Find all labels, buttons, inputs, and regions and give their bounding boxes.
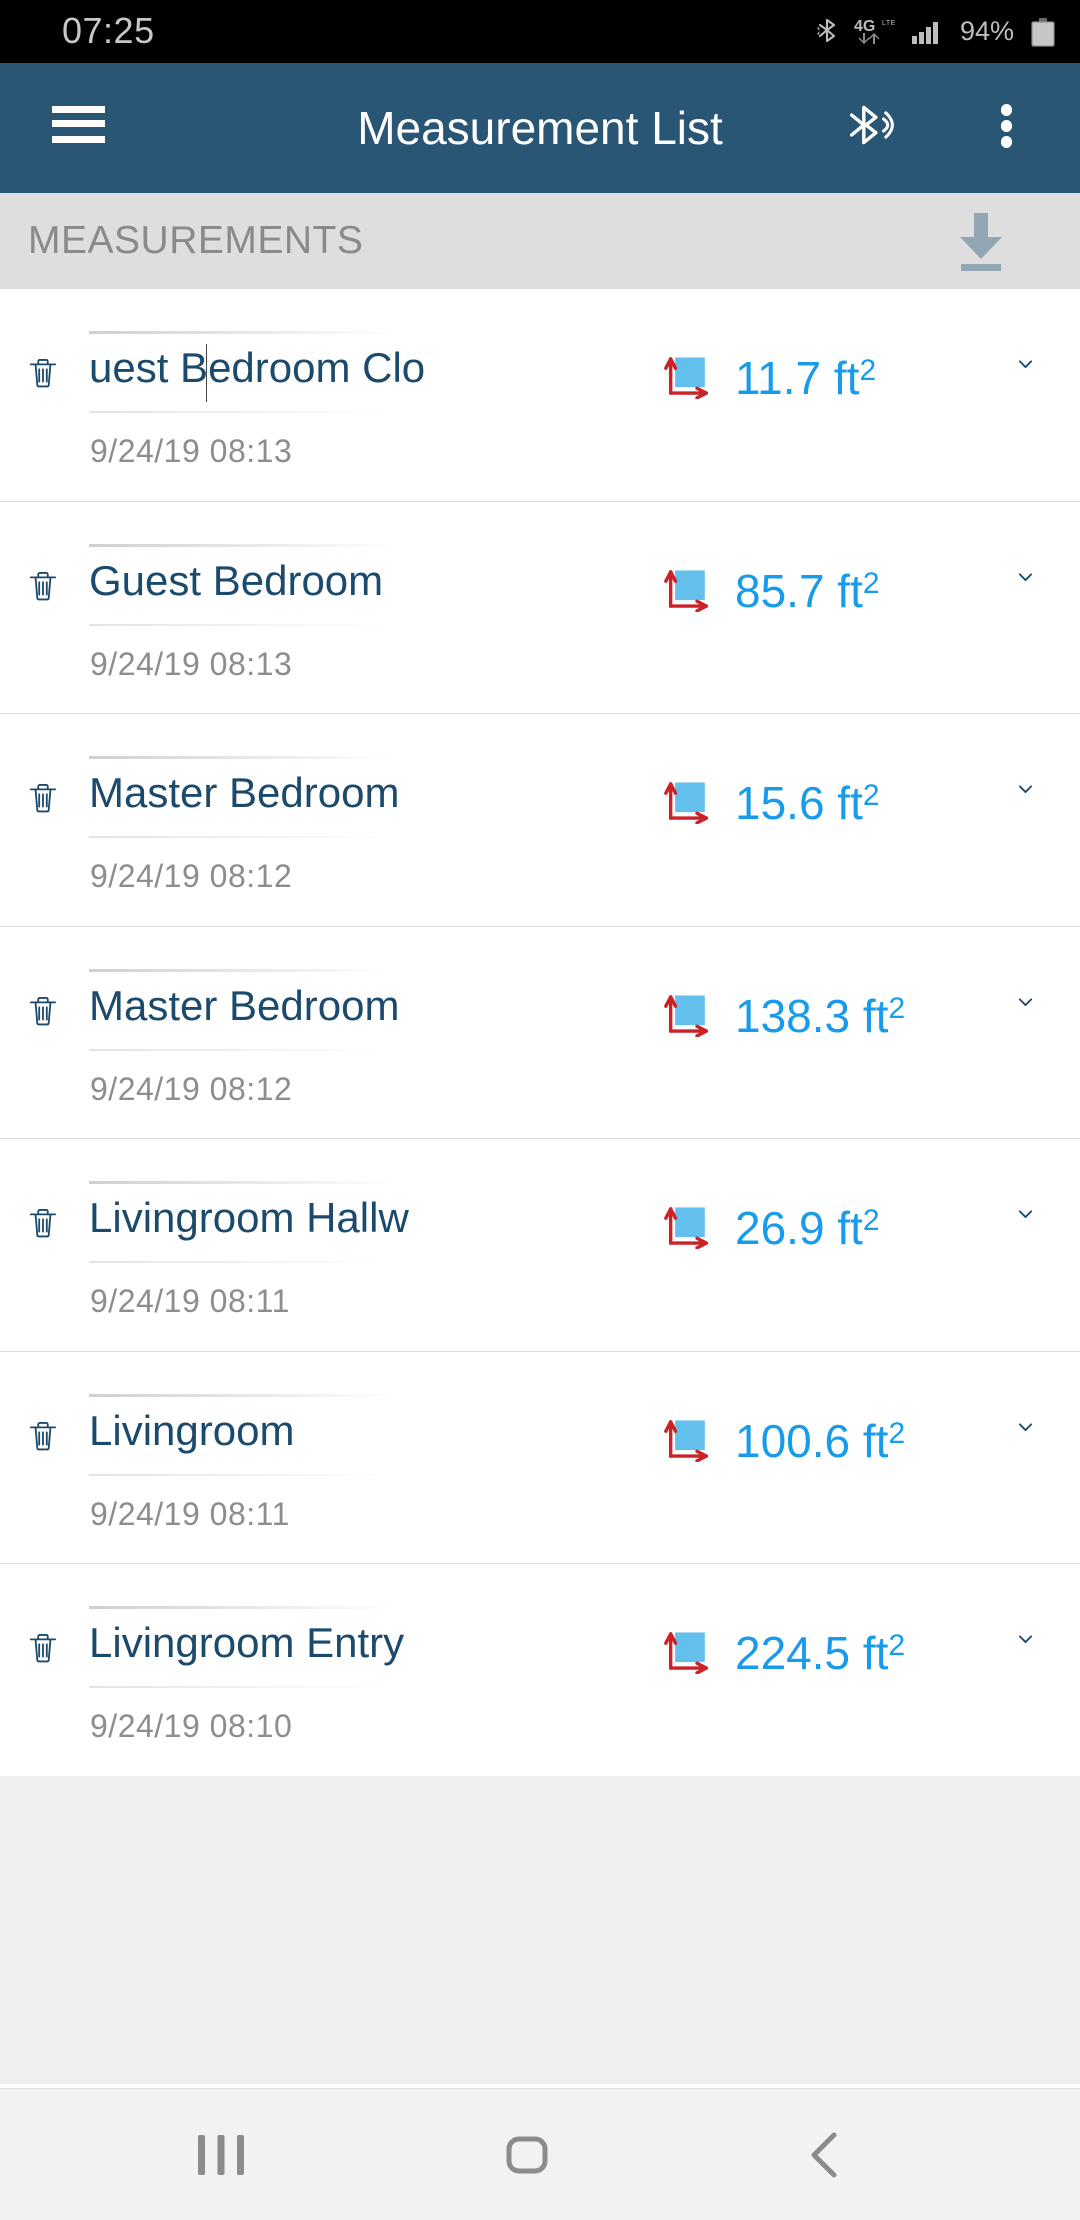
svg-text:4G: 4G [854, 18, 875, 35]
svg-text:LTE: LTE [882, 20, 896, 27]
